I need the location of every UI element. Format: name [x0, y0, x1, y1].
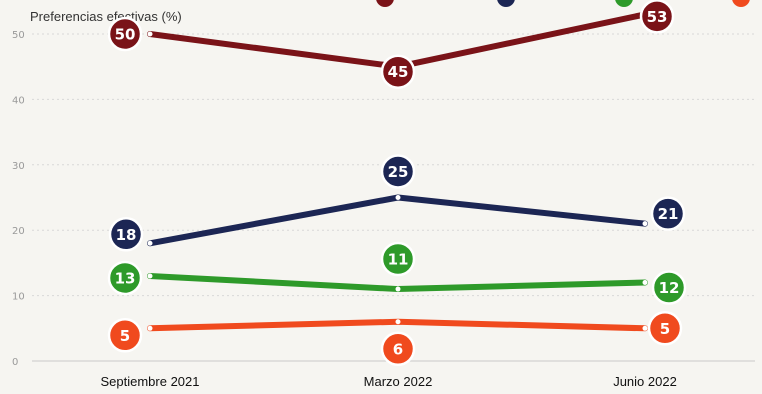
y-tick-label: 30 [12, 161, 25, 172]
data-label: 25 [388, 163, 409, 181]
y-tick-label: 10 [12, 292, 25, 303]
data-point [147, 240, 153, 246]
data-point [147, 31, 153, 37]
chart-title: Preferencias efectivas (%) [30, 9, 182, 24]
value-badge [639, 0, 675, 34]
value-badge [380, 154, 416, 189]
x-tick-label: Junio 2022 [613, 374, 677, 389]
series-line [147, 194, 648, 247]
value-badge [107, 16, 143, 52]
value-badge [380, 331, 416, 367]
data-label: 5 [120, 327, 130, 345]
data-point [147, 325, 153, 331]
legend-marker [615, 0, 633, 7]
series-lines [147, 11, 648, 332]
legend-marker [732, 0, 750, 7]
data-point [147, 273, 153, 279]
data-label: 12 [659, 279, 680, 297]
data-label: 50 [115, 26, 136, 44]
value-badge [651, 270, 687, 305]
value-badge [380, 241, 416, 277]
data-point [395, 286, 401, 292]
data-label: 5 [660, 320, 670, 338]
x-axis-labels: Septiembre 2021 Marzo 2022 Junio 2022 [100, 374, 676, 389]
data-point [642, 280, 648, 286]
legend-markers [376, 0, 750, 7]
x-tick-label: Marzo 2022 [364, 374, 433, 389]
data-label: 21 [658, 205, 679, 223]
y-tick-label: 0 [12, 357, 18, 368]
x-tick-label: Septiembre 2021 [100, 374, 199, 389]
data-label: 53 [647, 8, 668, 26]
legend-marker [497, 0, 515, 7]
data-label: 6 [393, 340, 403, 358]
data-label: 18 [116, 226, 137, 244]
data-point [395, 319, 401, 325]
value-badge [380, 54, 416, 89]
data-point [395, 195, 401, 200]
legend-marker [376, 0, 394, 7]
y-tick-label: 50 [12, 30, 25, 41]
y-tick-label: 20 [12, 226, 25, 237]
value-badge [107, 318, 143, 353]
data-labels: 50 45 53 18 25 21 13 11 12 5 6 5 [107, 0, 687, 367]
value-badge [647, 311, 683, 346]
data-label: 11 [388, 251, 409, 269]
y-axis-ticks: 0 10 20 30 40 50 [12, 30, 25, 368]
data-point [642, 325, 648, 331]
data-point [642, 221, 648, 227]
value-badge [107, 260, 143, 296]
data-label: 45 [388, 63, 409, 81]
data-label: 13 [115, 269, 136, 287]
y-tick-label: 40 [12, 95, 25, 106]
value-badge [650, 196, 686, 231]
value-badge [108, 217, 144, 252]
